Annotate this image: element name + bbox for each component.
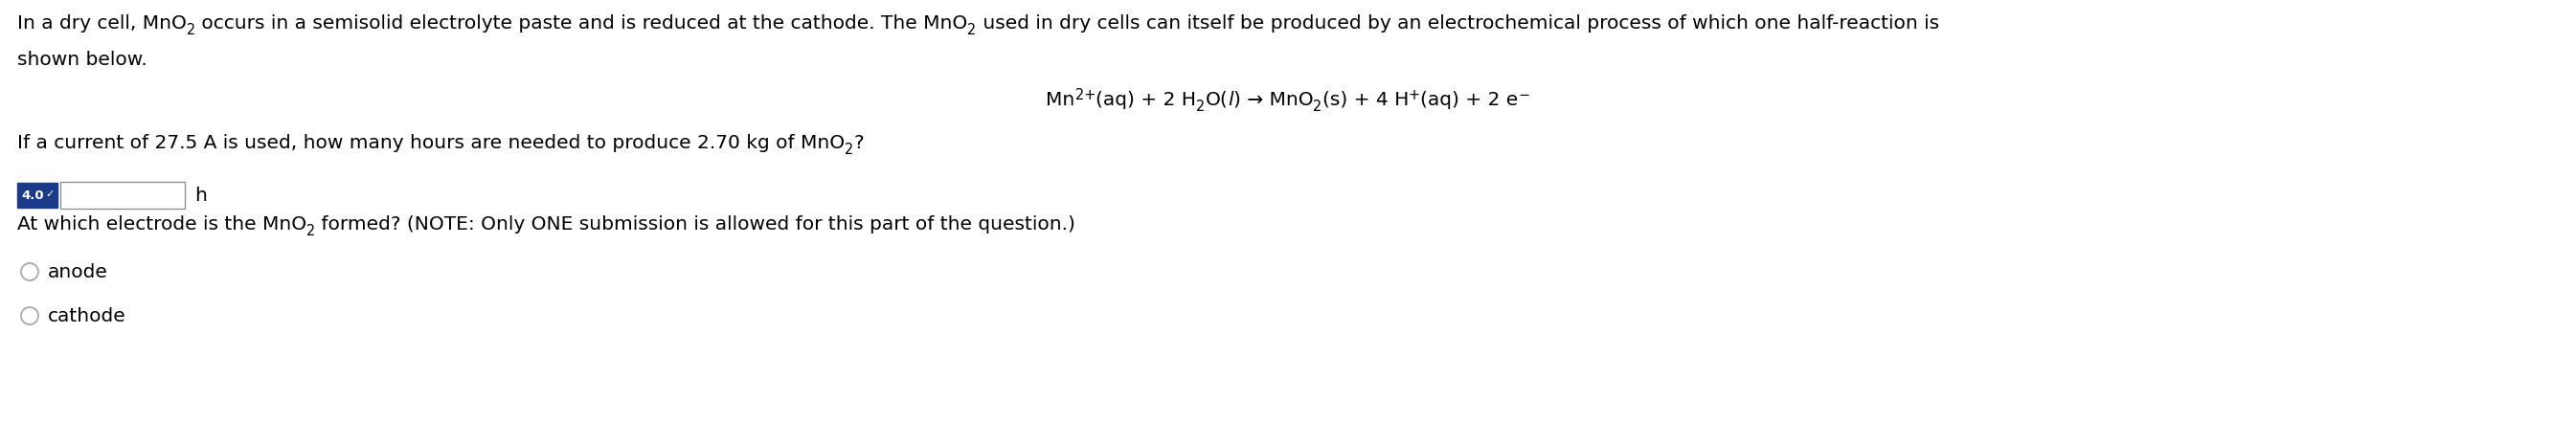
Text: (aq) + 2 H: (aq) + 2 H <box>1095 91 1195 109</box>
Text: +: + <box>1409 88 1419 102</box>
Text: If a current of 27.5 A is used, how many hours are needed to produce 2.70 kg of : If a current of 27.5 A is used, how many… <box>18 134 845 152</box>
Text: l: l <box>1229 91 1234 109</box>
Circle shape <box>21 307 39 324</box>
Text: −: − <box>1517 88 1530 102</box>
Text: 2: 2 <box>307 223 314 238</box>
Text: In a dry cell, MnO: In a dry cell, MnO <box>18 14 185 33</box>
Text: 2: 2 <box>1195 99 1206 113</box>
Text: At which electrode is the MnO: At which electrode is the MnO <box>18 215 307 233</box>
Text: ) → MnO: ) → MnO <box>1234 91 1314 109</box>
Text: ✓: ✓ <box>46 190 54 199</box>
Text: ?: ? <box>853 134 863 152</box>
Text: O(: O( <box>1206 91 1229 109</box>
Text: (aq) + 2 e: (aq) + 2 e <box>1419 91 1517 109</box>
Text: (s) + 4 H: (s) + 4 H <box>1321 91 1409 109</box>
Text: anode: anode <box>49 264 108 282</box>
Text: formed? (NOTE: Only ONE submission is allowed for this part of the question.): formed? (NOTE: Only ONE submission is al… <box>314 215 1077 233</box>
Text: h: h <box>193 187 206 205</box>
Text: 4.0: 4.0 <box>21 190 44 203</box>
Text: 2+: 2+ <box>1074 88 1095 102</box>
Text: cathode: cathode <box>49 308 126 326</box>
Circle shape <box>21 263 39 280</box>
Text: occurs in a semisolid electrolyte paste and is reduced at the cathode. The MnO: occurs in a semisolid electrolyte paste … <box>196 14 969 33</box>
Text: used in dry cells can itself be produced by an electrochemical process of which : used in dry cells can itself be produced… <box>976 14 1940 33</box>
Text: shown below.: shown below. <box>18 51 147 69</box>
Text: Mn: Mn <box>1046 91 1074 109</box>
Text: 2: 2 <box>969 22 976 37</box>
Text: 2: 2 <box>845 142 853 157</box>
FancyBboxPatch shape <box>18 183 57 208</box>
Text: 2: 2 <box>185 22 196 37</box>
FancyBboxPatch shape <box>59 182 185 209</box>
Text: 2: 2 <box>1314 99 1321 113</box>
